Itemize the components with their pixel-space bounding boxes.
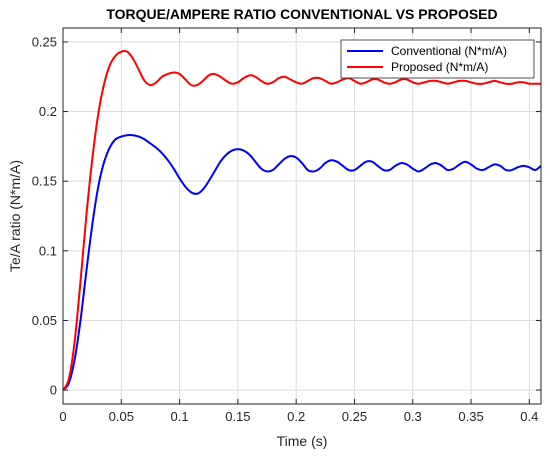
y-axis-title: Te/A ratio (N*m/A): [7, 160, 23, 272]
series-lines: [62, 49, 542, 391]
legend-entry-conventional-label: Conventional (N*m/A): [391, 44, 507, 58]
y-tick-label: 0.2: [39, 104, 57, 119]
x-tick-label: 0.2: [287, 409, 305, 424]
series-line-conventional: [62, 134, 542, 391]
y-tick-label: 0.05: [32, 313, 57, 328]
plot-area: [63, 28, 541, 404]
x-tick-label: 0.1: [171, 409, 189, 424]
legend-box: [340, 39, 535, 79]
legend-entry-proposed-label: Proposed (N*m/A): [391, 60, 488, 74]
y-tick-label: 0.1: [39, 243, 57, 258]
x-tick-label: 0: [59, 409, 66, 424]
x-tick-label: 0.3: [404, 409, 422, 424]
legend: Conventional (N*m/A) Proposed (N*m/A): [340, 39, 535, 79]
y-tick-label: 0.15: [32, 174, 57, 189]
series-line-proposed: [62, 49, 541, 391]
grid-lines: [62, 28, 541, 404]
x-tick-label: 0.35: [458, 409, 483, 424]
plot-frame: [62, 27, 542, 405]
x-tick-label: 0.25: [342, 409, 367, 424]
x-tick-label: 0.4: [520, 409, 538, 424]
y-tick-label: 0.25: [32, 34, 57, 49]
y-tick-label: 0: [50, 383, 57, 398]
x-tick-label: 0.05: [109, 409, 134, 424]
chart-title: TORQUE/AMPERE RATIO CONVENTIONAL VS PROP…: [106, 6, 497, 22]
x-tick-label: 0.15: [225, 409, 250, 424]
x-axis-title: Time (s): [277, 433, 328, 449]
